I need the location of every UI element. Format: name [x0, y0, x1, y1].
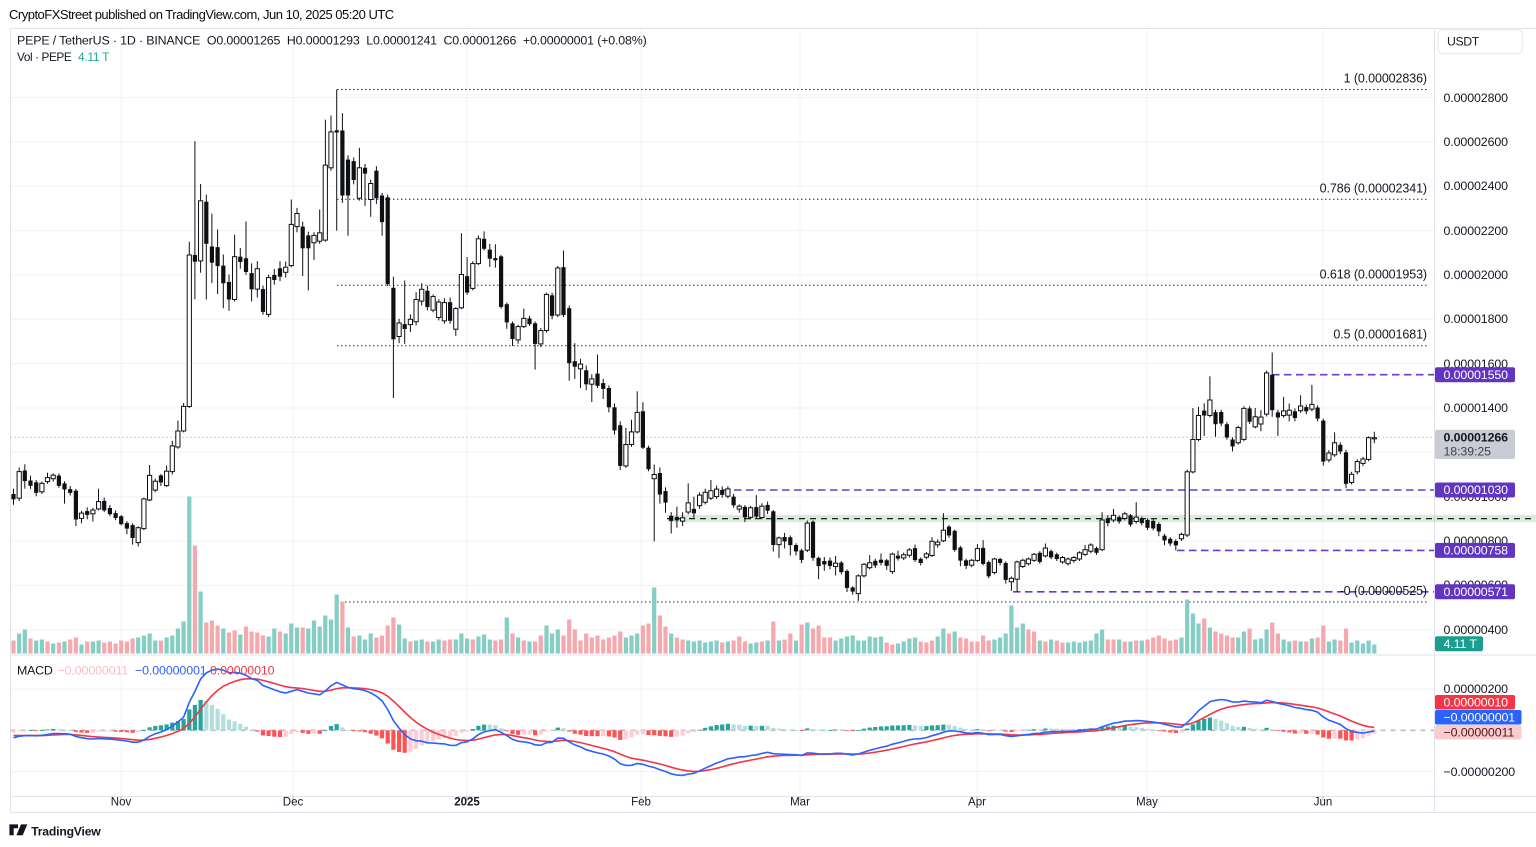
svg-text:0.00001400: 0.00001400: [1444, 401, 1509, 415]
svg-text:-0 (0.00000525): -0 (0.00000525): [1340, 584, 1427, 598]
svg-text:0.00001266: 0.00001266: [1444, 431, 1509, 445]
svg-text:−0.00000001: −0.00000001: [135, 663, 207, 677]
svg-text:0.00000010: 0.00000010: [210, 663, 275, 677]
svg-text:Apr: Apr: [968, 796, 986, 808]
svg-text:0.00000571: 0.00000571: [1444, 585, 1509, 599]
svg-text:MACD: MACD: [17, 663, 53, 677]
svg-text:0.00000200: 0.00000200: [1444, 682, 1509, 696]
svg-text:0.00002200: 0.00002200: [1444, 224, 1509, 238]
svg-text:4.11 T: 4.11 T: [78, 50, 110, 64]
svg-text:TradingView: TradingView: [31, 824, 101, 838]
svg-text:Jun: Jun: [1314, 796, 1333, 808]
svg-text:Mar: Mar: [790, 796, 810, 808]
svg-text:May: May: [1136, 796, 1158, 808]
svg-text:0.00000400: 0.00000400: [1444, 623, 1509, 637]
svg-text:1 (0.00002836): 1 (0.00002836): [1344, 72, 1427, 86]
svg-text:0.00002600: 0.00002600: [1444, 135, 1509, 149]
svg-text:−0.00000011: −0.00000011: [1444, 725, 1515, 739]
svg-text:0.00000010: 0.00000010: [1444, 695, 1509, 709]
svg-text:Nov: Nov: [111, 796, 132, 808]
svg-text:Vol · PEPE: Vol · PEPE: [17, 50, 72, 64]
svg-text:CryptoFXStreet published on Tr: CryptoFXStreet published on TradingView.…: [9, 7, 394, 22]
svg-text:0.00002800: 0.00002800: [1444, 91, 1509, 105]
svg-text:2025: 2025: [454, 796, 480, 808]
svg-text:0.5 (0.00001681): 0.5 (0.00001681): [1333, 328, 1427, 342]
svg-text:−0.00000200: −0.00000200: [1444, 765, 1516, 779]
svg-text:Feb: Feb: [631, 796, 651, 808]
svg-text:Dec: Dec: [283, 796, 304, 808]
svg-text:0.00002000: 0.00002000: [1444, 268, 1509, 282]
svg-text:0.618 (0.00001953): 0.618 (0.00001953): [1320, 267, 1427, 281]
svg-text:−0.00000001: −0.00000001: [1444, 710, 1516, 724]
svg-text:0.00002400: 0.00002400: [1444, 179, 1509, 193]
svg-text:0.00001550: 0.00001550: [1444, 368, 1509, 382]
svg-text:0.00000758: 0.00000758: [1444, 544, 1509, 558]
svg-text:18:39:25: 18:39:25: [1444, 444, 1492, 458]
svg-text:0.00001030: 0.00001030: [1444, 483, 1509, 497]
svg-text:4.11 T: 4.11 T: [1444, 637, 1478, 651]
svg-text:0.786 (0.00002341): 0.786 (0.00002341): [1320, 181, 1427, 195]
svg-text:0.00001800: 0.00001800: [1444, 312, 1509, 326]
svg-text:USDT: USDT: [1447, 35, 1480, 49]
svg-text:−0.00000011: −0.00000011: [58, 663, 129, 677]
svg-text:PEPE / TetherUS · 1D · BINANCE: PEPE / TetherUS · 1D · BINANCE O0.000012…: [17, 34, 647, 48]
